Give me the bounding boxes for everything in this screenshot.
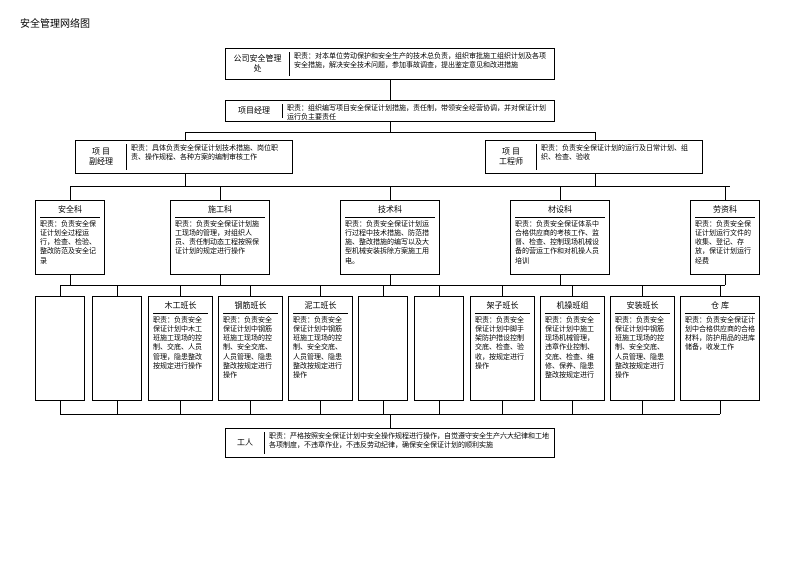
node-team-7 <box>414 296 464 401</box>
desc-safety-dept: 职责：负责安全保证计划全过程运行，检查、检验、整改防范及安全记录 <box>40 220 100 265</box>
node-deputy-manager: 项 目 副经理 职责：具体负责安全保证计划技术措施、岗位职责、操作规程、各种方案… <box>75 140 293 174</box>
label-material-dept: 材设科 <box>515 204 605 218</box>
desc-material-dept: 职责：负责安全保证体系中合格供应商的考核工作、监督、检查、控制现场机械设备的营运… <box>515 220 605 265</box>
node-labor-dept: 劳资科 职责：负责安全保证计划运行文件的收集、登记、存放，保证计划运行经费 <box>690 200 760 275</box>
label-rebar: 钢筋班长 <box>223 300 278 314</box>
label-project-manager: 项目经理 <box>230 104 283 118</box>
node-team-warehouse: 仓 库 职责：负责安全保证计划中合格供应商的合格材料，防护用品的进库储备，收发工… <box>680 296 760 401</box>
label-company-safety: 公司安全管理处 <box>230 52 290 76</box>
desc-scaffold: 职责：负责安全保证计划中脚手架防护措设控制交底、检查、验收，按规定进行操作 <box>475 316 530 371</box>
node-workers: 工人 职责：严格按照安全保证计划中安全操作规程进行操作，自觉遵守安全生产六大纪律… <box>225 428 555 458</box>
label-warehouse: 仓 库 <box>685 300 755 314</box>
node-tech-dept: 技术科 职责：负责安全保证计划运行过程中技术措施、防范措施、整改措施的编写以及大… <box>340 200 440 275</box>
desc-machine: 职责：负责安全保证计划中施工现场机械管理，违章作业控制、交底、检查、维修、保养、… <box>545 316 600 380</box>
label-engineer: 项 目 工程师 <box>490 144 537 170</box>
desc-install: 职责：负责安全保证计划中钢筋班施工现场的控制、安全交底、人员管理、隐患整改按规定… <box>615 316 670 380</box>
desc-rebar: 职责：负责安全保证计划中钢筋班施工现场的控制、安全交底、人员管理、隐患整改按规定… <box>223 316 278 380</box>
desc-workers: 职责：严格按照安全保证计划中安全操作规程进行操作，自觉遵守安全生产六大纪律和工地… <box>269 432 550 454</box>
label-install: 安装班长 <box>615 300 670 314</box>
label-labor-dept: 劳资科 <box>695 204 755 218</box>
desc-tech-dept: 职责：负责安全保证计划运行过程中技术措施、防范措施、整改措施的编写以及大型机械安… <box>345 220 435 265</box>
desc-project-manager: 职责：组织编写项目安全保证计划措施，责任制，带领安全经营协调，并对保证计划运行负… <box>287 104 550 118</box>
label-workers: 工人 <box>230 432 265 454</box>
node-company-safety: 公司安全管理处 职责：对本单位劳动保护和安全生产的技术总负责，组织审批施工组织计… <box>225 48 555 80</box>
org-diagram: 公司安全管理处 职责：对本单位劳动保护和安全生产的技术总负责，组织审批施工组织计… <box>20 38 780 488</box>
desc-warehouse: 职责：负责安全保证计划中合格供应商的合格材料，防护用品的进库储备，收发工作 <box>685 316 755 352</box>
label-safety-dept: 安全科 <box>40 204 100 218</box>
label-mason: 泥工班长 <box>293 300 348 314</box>
node-safety-dept: 安全科 职责：负责安全保证计划全过程运行，检查、检验、整改防范及安全记录 <box>35 200 105 275</box>
label-tech-dept: 技术科 <box>345 204 435 218</box>
node-construction-dept: 施工科 职责：负责安全保证计划施工现场的管理，对组织人员、责任制动态工程按照保证… <box>170 200 270 275</box>
label-carpenter: 木工班长 <box>153 300 208 314</box>
node-team-install: 安装班长 职责：负责安全保证计划中钢筋班施工现场的控制、安全交底、人员管理、隐患… <box>610 296 675 401</box>
node-team-carpenter: 木工班长 职责：负责安全保证计划中木工班施工现场的控制、交底、人员管理，隐患整改… <box>148 296 213 401</box>
node-team-6 <box>358 296 408 401</box>
label-construction-dept: 施工科 <box>175 204 265 218</box>
node-team-rebar: 钢筋班长 职责：负责安全保证计划中钢筋班施工现场的控制、安全交底、人员管理、隐患… <box>218 296 283 401</box>
node-team-1 <box>35 296 85 401</box>
desc-engineer: 职责：负责安全保证计划的运行及日常计划、组织、检查、验收 <box>541 144 698 170</box>
node-team-mason: 泥工班长 职责：负责安全保证计划中钢筋班施工现场的控制、安全交底、人员管理、隐患… <box>288 296 353 401</box>
label-scaffold: 架子班长 <box>475 300 530 314</box>
desc-mason: 职责：负责安全保证计划中钢筋班施工现场的控制、安全交底、人员管理、隐患整改按规定… <box>293 316 348 380</box>
label-machine: 机操班组 <box>545 300 600 314</box>
desc-deputy-manager: 职责：具体负责安全保证计划技术措施、岗位职责、操作规程、各种方案的编制审核工作 <box>131 144 288 170</box>
node-material-dept: 材设科 职责：负责安全保证体系中合格供应商的考核工作、监督、检查、控制现场机械设… <box>510 200 610 275</box>
page-title: 安全管理网络图 <box>20 15 780 30</box>
node-project-manager: 项目经理 职责：组织编写项目安全保证计划措施，责任制，带领安全经营协调，并对保证… <box>225 100 555 122</box>
node-team-2 <box>92 296 142 401</box>
node-engineer: 项 目 工程师 职责：负责安全保证计划的运行及日常计划、组织、检查、验收 <box>485 140 703 174</box>
label-deputy-manager: 项 目 副经理 <box>80 144 127 170</box>
desc-company-safety: 职责：对本单位劳动保护和安全生产的技术总负责，组织审批施工组织计划及各项安全措施… <box>294 52 550 76</box>
node-team-machine: 机操班组 职责：负责安全保证计划中施工现场机械管理，违章作业控制、交底、检查、维… <box>540 296 605 401</box>
desc-carpenter: 职责：负责安全保证计划中木工班施工现场的控制、交底、人员管理，隐患整改按规定进行… <box>153 316 208 371</box>
node-team-scaffold: 架子班长 职责：负责安全保证计划中脚手架防护措设控制交底、检查、验收，按规定进行… <box>470 296 535 401</box>
desc-labor-dept: 职责：负责安全保证计划运行文件的收集、登记、存放，保证计划运行经费 <box>695 220 755 265</box>
desc-construction-dept: 职责：负责安全保证计划施工现场的管理，对组织人员、责任制动态工程按照保证计划的规… <box>175 220 265 256</box>
